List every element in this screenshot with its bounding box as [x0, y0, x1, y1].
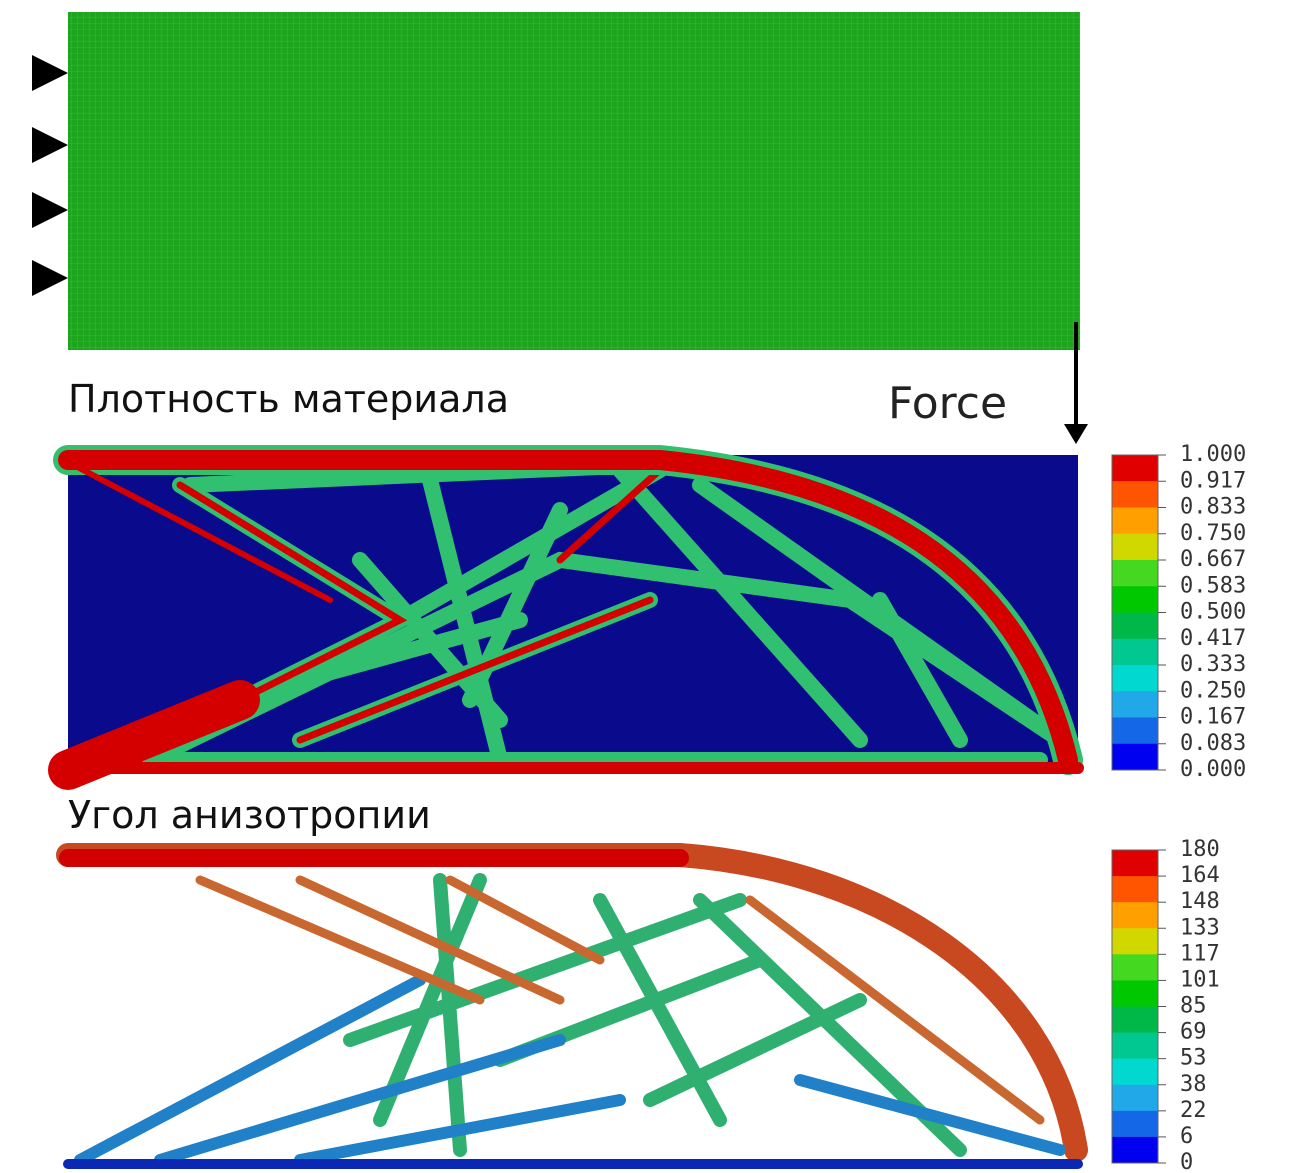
- colorbar-label: 101: [1180, 967, 1220, 992]
- colorbar-label: 0.250: [1180, 678, 1246, 703]
- colorbar-label: 0.333: [1180, 652, 1246, 677]
- colorbar-segment: [1112, 1007, 1158, 1034]
- colorbar-label: 38: [1180, 1072, 1207, 1097]
- colorbar-segment: [1112, 639, 1158, 666]
- colorbar-segment: [1112, 954, 1158, 981]
- colorbar-label: 0.000: [1180, 757, 1246, 782]
- colorbar-segment: [1112, 1033, 1158, 1060]
- colorbar-segment: [1112, 534, 1158, 561]
- design-domain: [68, 12, 1080, 350]
- colorbar-label: 1.000: [1180, 442, 1246, 467]
- colorbar-label: 53: [1180, 1046, 1207, 1071]
- colorbar-segment: [1112, 481, 1158, 508]
- force-label: Force: [888, 378, 1007, 429]
- colorbar-segment: [1112, 744, 1158, 771]
- colorbar-label: 85: [1180, 994, 1207, 1019]
- colorbar-segment: [1112, 508, 1158, 535]
- colorbar-label: 0.500: [1180, 600, 1246, 625]
- density-title: Плотность материала: [68, 377, 509, 421]
- colorbar-segment: [1112, 902, 1158, 929]
- colorbar-segment: [1112, 1059, 1158, 1086]
- colorbar-segment: [1112, 586, 1158, 613]
- colorbar-segment: [1112, 560, 1158, 587]
- colorbar-segment: [1112, 928, 1158, 955]
- colorbar-label: 6: [1180, 1124, 1193, 1149]
- supports: [32, 55, 68, 296]
- colorbar-segment: [1112, 850, 1158, 877]
- colorbar-segment: [1112, 718, 1158, 745]
- colorbar-label: 0.667: [1180, 547, 1246, 572]
- colorbar-label: 0: [1180, 1150, 1193, 1173]
- colorbar-label: 164: [1180, 863, 1220, 888]
- colorbar-label: 0.917: [1180, 468, 1246, 493]
- colorbar-label: 0.833: [1180, 495, 1246, 520]
- colorbar-segment: [1112, 1085, 1158, 1112]
- colorbar-segment: [1112, 665, 1158, 692]
- colorbar-segment: [1112, 876, 1158, 903]
- colorbar-label: 0.750: [1180, 521, 1246, 546]
- colorbar-label: 69: [1180, 1020, 1207, 1045]
- colorbar-label: 0.083: [1180, 731, 1246, 756]
- colorbar-label: 117: [1180, 941, 1220, 966]
- colorbar-label: 0.583: [1180, 573, 1246, 598]
- colorbar-segment: [1112, 980, 1158, 1007]
- colorbar-segment: [1112, 455, 1158, 482]
- colorbar-label: 133: [1180, 915, 1220, 940]
- colorbar-label: 0.167: [1180, 705, 1246, 730]
- colorbar-segment: [1112, 1111, 1158, 1138]
- density-colorbar: 1.0000.9170.8330.7500.6670.5830.5000.417…: [1112, 442, 1246, 782]
- colorbar-segment: [1112, 1137, 1158, 1164]
- colorbar-label: 0.417: [1180, 626, 1246, 651]
- colorbar-segment: [1112, 691, 1158, 718]
- colorbar-label: 22: [1180, 1098, 1207, 1123]
- colorbar-segment: [1112, 613, 1158, 640]
- figure: Force Плотность материала Угол анизотроп…: [0, 0, 1301, 1173]
- colorbar-label: 180: [1180, 837, 1220, 862]
- colorbar-label: 148: [1180, 889, 1220, 914]
- angle-title: Угол анизотропии: [68, 793, 431, 837]
